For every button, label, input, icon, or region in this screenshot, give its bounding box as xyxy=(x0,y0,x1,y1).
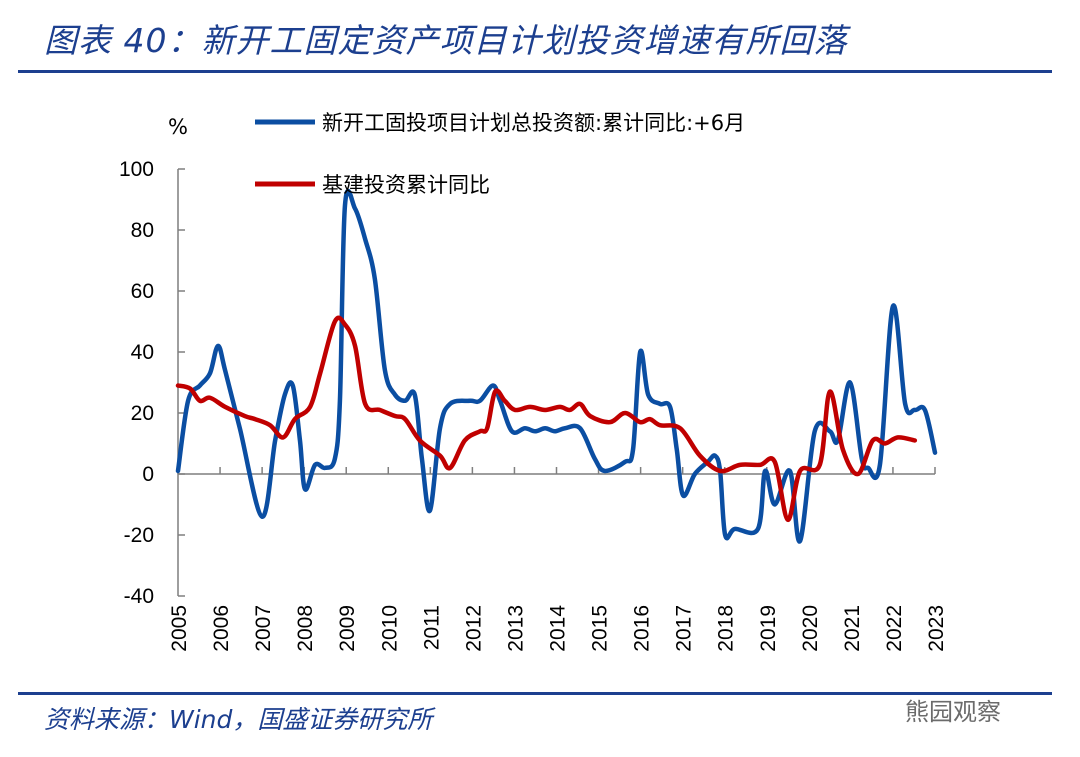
x-tick-label: 2020 xyxy=(799,605,822,652)
x-tick-label: 2021 xyxy=(841,605,864,652)
x-tick-label: 2011 xyxy=(420,605,443,650)
x-tick-label: 2014 xyxy=(547,605,570,652)
x-tick-label: 2023 xyxy=(925,605,948,652)
footer-divider xyxy=(18,692,1052,695)
x-tick-label: 2015 xyxy=(589,605,612,652)
x-tick-label: 2017 xyxy=(673,605,696,652)
x-tick-label: 2009 xyxy=(336,605,359,652)
x-tick-label: 2005 xyxy=(168,605,191,652)
legend-label-blue: 新开工固投项目计划总投资额:累计同比:+6月 xyxy=(322,111,745,135)
x-tick-label: 2012 xyxy=(462,605,485,652)
series-line-new-projects xyxy=(175,188,938,544)
y-tick-label: -20 xyxy=(124,524,154,547)
page-title: 图表 40：新开工固定资产项目计划投资增速有所回落 xyxy=(44,21,848,60)
x-tick-label: 2018 xyxy=(715,605,738,652)
title-divider xyxy=(18,70,1052,73)
x-tick-label: 2010 xyxy=(378,605,401,652)
y-tick-label: 0 xyxy=(142,463,154,486)
y-axis-unit: % xyxy=(168,115,188,139)
x-tick-label: 2008 xyxy=(294,605,317,652)
y-tick-label: 60 xyxy=(131,280,154,303)
x-tick-label: 2013 xyxy=(504,605,527,652)
x-tick-label: 2019 xyxy=(757,605,780,652)
x-tick-label: 2022 xyxy=(883,605,906,652)
y-tick-label: 20 xyxy=(131,402,154,425)
y-tick-label: -40 xyxy=(124,585,154,608)
y-tick-label: 40 xyxy=(131,341,154,364)
y-tick-label: 100 xyxy=(119,158,154,181)
x-tick-label: 2016 xyxy=(631,605,654,652)
x-tick-label: 2006 xyxy=(210,605,233,652)
source-note: 资料来源：Wind，国盛证券研究所 xyxy=(44,705,433,734)
legend-label-red: 基建投资累计同比 xyxy=(322,173,490,197)
y-tick-label: 80 xyxy=(131,219,154,242)
x-tick-label: 2007 xyxy=(252,605,275,652)
watermark: 熊园观察 xyxy=(905,698,1001,726)
series-line-infrastructure xyxy=(175,315,918,523)
